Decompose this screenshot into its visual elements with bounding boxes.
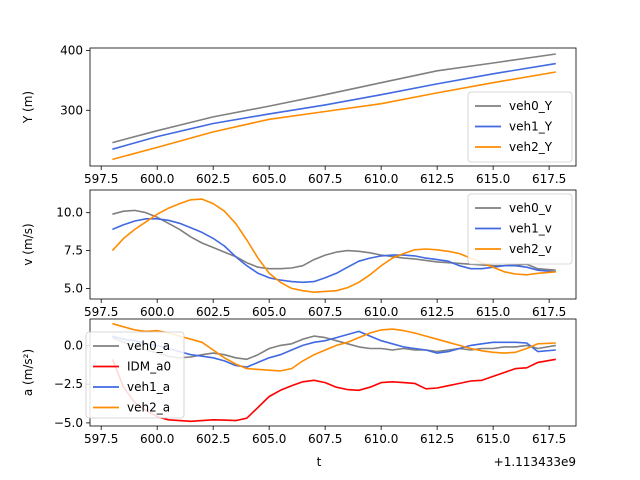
x-tick-label: 602.5 — [196, 305, 230, 319]
x-tick-label: 610.0 — [364, 305, 398, 319]
legend-entry: veh1_v — [509, 222, 552, 236]
y-tick-label: −2.5 — [54, 377, 83, 391]
x-tick-label: 610.0 — [364, 172, 398, 186]
plot-frame — [89, 189, 577, 300]
series-line-idm-a0 — [111, 358, 556, 423]
x-tick-label: 615.0 — [476, 432, 510, 446]
x-tick-label: 612.5 — [420, 432, 454, 446]
chart-panel: 597.5 600.0 602.5 605.0 607.5 610.0 612.5 615.0… — [21, 43, 577, 186]
legend: veh0_a IDM_a0 veh1_a veh2_a — [85, 331, 185, 419]
legend-entry: IDM_a0 — [127, 360, 171, 374]
series-line-veh2-y — [112, 71, 556, 161]
x-tick-label: 597.5 — [84, 305, 118, 319]
x-tick-label: 602.5 — [196, 172, 230, 186]
legend-entry: veh0_v — [509, 201, 552, 215]
legend-entry: veh0_Y — [509, 99, 553, 113]
x-tick-label: 615.0 — [476, 305, 510, 319]
y-tick-label: −5.0 — [54, 416, 83, 430]
series-line-veh1-y — [112, 62, 556, 150]
chart-panel: 597.5 600.0 602.5 605.0 607.5 610.0 612.5 615.0… — [21, 318, 577, 469]
x-tick-label: 607.5 — [308, 172, 342, 186]
x-tick-label: 597.5 — [84, 172, 118, 186]
legend-entry: veh0_a — [127, 339, 170, 353]
legend-frame — [467, 91, 573, 163]
x-tick-label: 607.5 — [308, 432, 342, 446]
x-tick-label: 600.0 — [140, 305, 174, 319]
legend-entry: veh1_a — [127, 380, 170, 394]
x-offset-label: +1.113433e9 — [494, 455, 576, 469]
series-line-veh0-v — [112, 209, 556, 271]
legend-frame — [467, 193, 573, 265]
x-tick-label: 600.0 — [140, 432, 174, 446]
x-tick-label: 617.5 — [532, 432, 566, 446]
x-tick-label: 605.0 — [252, 432, 286, 446]
series-line-veh1-a — [112, 330, 556, 368]
y-axis-label: Y (m) — [21, 91, 35, 124]
x-tick-label: 607.5 — [308, 305, 342, 319]
legend-frame — [85, 331, 185, 419]
x-tick-label: 610.0 — [364, 432, 398, 446]
legend-entry: veh2_a — [127, 401, 170, 415]
x-tick-label: 600.0 — [140, 172, 174, 186]
series-line-veh0-y — [112, 53, 556, 144]
y-tick-label: 7.5 — [64, 244, 83, 258]
x-axis-label: t — [317, 455, 322, 469]
legend-entry: veh1_Y — [509, 120, 553, 134]
x-tick-label: 612.5 — [420, 172, 454, 186]
x-tick-label: 605.0 — [252, 305, 286, 319]
x-tick-label: 617.5 — [532, 305, 566, 319]
chart-panel: 597.5 600.0 602.5 605.0 607.5 610.0 612.5 615.0… — [21, 189, 577, 319]
x-tick-label: 597.5 — [84, 432, 118, 446]
legend-entry: veh2_v — [509, 242, 552, 256]
legend-entry: veh2_Y — [509, 140, 553, 154]
plot-frame — [89, 47, 577, 167]
y-tick-label: 10.0 — [56, 206, 83, 220]
legend: veh0_Y veh1_Y veh2_Y — [467, 91, 573, 163]
x-tick-label: 615.0 — [476, 172, 510, 186]
series-line-veh2-a — [112, 322, 556, 372]
y-axis-label: a (m/s²) — [21, 349, 35, 396]
x-tick-label: 602.5 — [196, 432, 230, 446]
series-line-veh1-v — [112, 218, 556, 284]
legend: veh0_v veh1_v veh2_v — [467, 193, 573, 265]
y-tick-label: 5.0 — [64, 281, 83, 295]
y-tick-label: 0.0 — [64, 338, 83, 352]
x-tick-label: 612.5 — [420, 305, 454, 319]
x-tick-label: 605.0 — [252, 172, 286, 186]
x-tick-label: 617.5 — [532, 172, 566, 186]
y-axis-label: v (m/s) — [21, 223, 35, 265]
y-tick-label: 300 — [60, 103, 83, 117]
y-tick-label: 400 — [60, 43, 83, 57]
